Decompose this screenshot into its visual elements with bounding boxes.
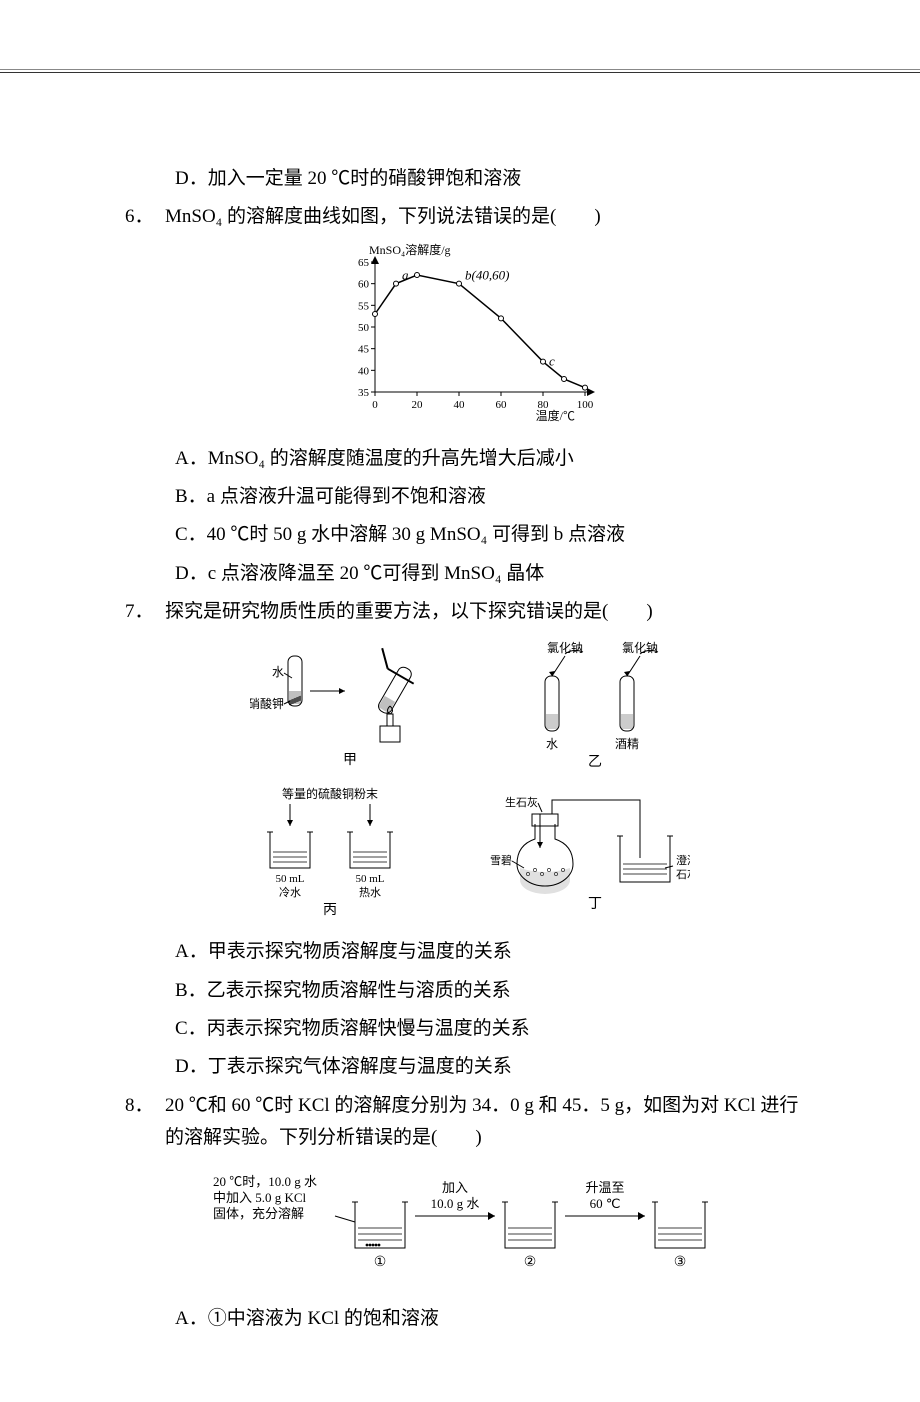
svg-text:丁: 丁 [588, 897, 602, 912]
svg-text:35: 35 [358, 387, 370, 399]
svg-text:等量的硫酸铜粉末: 等量的硫酸铜粉末 [282, 786, 378, 801]
svg-text:60 ℃: 60 ℃ [590, 1196, 621, 1211]
svg-text:③: ③ [674, 1255, 687, 1270]
svg-text:热水: 热水 [359, 886, 381, 899]
svg-text:氯化钠: 氯化钠 [547, 640, 583, 655]
svg-text:c: c [549, 353, 555, 368]
svg-text:65: 65 [358, 257, 370, 269]
q7-figure-row1: 水硝酸钾甲 氯化钠氯化钠水酒精乙 [125, 636, 805, 776]
svg-text:100: 100 [577, 399, 594, 411]
q6-option-c: C．40 ℃时 50 g 水中溶解 30 g MnSO₄ 可得到 b 点溶液 [175, 519, 805, 551]
svg-text:b(40,60): b(40,60) [465, 267, 509, 282]
svg-text:丙: 丙 [323, 903, 337, 918]
svg-text:氯化钠: 氯化钠 [622, 640, 658, 655]
svg-text:①: ① [374, 1255, 387, 1270]
svg-text:60: 60 [358, 278, 370, 290]
q7-stem-row: 7． 探究是研究物质性质的重要方法，以下探究错误的是( ) [125, 596, 805, 628]
q7-option-d: D．丁表示探究气体溶解度与温度的关系 [175, 1051, 805, 1083]
q6-number: 6． [125, 201, 165, 233]
q5-option-d: D．加入一定量 20 ℃时的硝酸钾饱和溶液 [175, 163, 805, 195]
q7-option-c: C．丙表示探究物质溶解快慢与温度的关系 [175, 1013, 805, 1045]
q8-stem: 20 ℃和 60 ℃时 KCl 的溶解度分别为 34．0 g 和 45．5 g，… [165, 1090, 805, 1155]
svg-text:20 ℃时，10.0 g 水: 20 ℃时，10.0 g 水 [213, 1174, 317, 1189]
svg-text:水: 水 [272, 665, 284, 679]
svg-text:40: 40 [358, 365, 370, 377]
svg-text:50: 50 [358, 322, 370, 334]
svg-text:45: 45 [358, 343, 370, 355]
q8-figure: 20 ℃时，10.0 g 水中加入 5.0 g KCl固体，充分溶解 ① 加入10.… [125, 1162, 805, 1293]
svg-text:50 mL: 50 mL [355, 873, 384, 885]
q6-chart: MnSO₄溶解度/g35404550556065020406080100温度/℃… [125, 242, 805, 433]
q8-option-a: A．①中溶液为 KCl 的饱和溶液 [175, 1303, 805, 1335]
svg-text:40: 40 [454, 399, 466, 411]
svg-text:雪碧: 雪碧 [490, 854, 512, 867]
svg-text:20: 20 [412, 399, 424, 411]
svg-text:10.0 g 水: 10.0 g 水 [431, 1196, 480, 1211]
q6-stem: MnSO₄ 的溶解度曲线如图，下列说法错误的是( ) [165, 201, 805, 233]
svg-text:固体，充分溶解: 固体，充分溶解 [213, 1206, 304, 1221]
svg-text:a: a [402, 267, 409, 282]
q7-figure-row2: 等量的硫酸铜粉末50 mL冷水50 mL热水丙 生石灰雪碧澄清石灰水丁 [125, 786, 805, 926]
svg-text:甲: 甲 [343, 753, 357, 768]
svg-text:0: 0 [372, 399, 378, 411]
svg-text:中加入 5.0 g KCl: 中加入 5.0 g KCl [213, 1190, 307, 1205]
q7-number: 7． [125, 596, 165, 628]
svg-text:水: 水 [546, 737, 558, 751]
svg-text:硝酸钾: 硝酸钾 [250, 696, 284, 711]
q8-stem-line1: 20 ℃和 60 ℃时 KCl 的溶解度分别为 34．0 g 和 45．5 g，… [165, 1095, 798, 1116]
q8-number: 8． [125, 1090, 165, 1155]
svg-text:温度/℃: 温度/℃ [536, 408, 575, 422]
q7-option-a: A．甲表示探究物质溶解度与温度的关系 [175, 936, 805, 968]
q7-stem: 探究是研究物质性质的重要方法，以下探究错误的是( ) [165, 596, 805, 628]
svg-text:澄清: 澄清 [676, 853, 690, 867]
q6-option-b: B．a 点溶液升温可能得到不饱和溶液 [175, 481, 805, 513]
q7-option-b: B．乙表示探究物质溶解性与溶质的关系 [175, 975, 805, 1007]
svg-text:酒精: 酒精 [615, 737, 639, 751]
svg-text:②: ② [524, 1255, 537, 1270]
svg-text:MnSO₄溶解度/g: MnSO₄溶解度/g [369, 242, 451, 257]
svg-text:60: 60 [496, 399, 508, 411]
svg-text:55: 55 [358, 300, 370, 312]
svg-text:升温至: 升温至 [585, 1180, 624, 1195]
svg-text:加入: 加入 [442, 1180, 468, 1195]
q6-stem-row: 6． MnSO₄ 的溶解度曲线如图，下列说法错误的是( ) [125, 201, 805, 233]
q8-stem-row: 8． 20 ℃和 60 ℃时 KCl 的溶解度分别为 34．0 g 和 45．5… [125, 1090, 805, 1155]
q6-option-d: D．c 点溶液降温至 20 ℃可得到 MnSO₄ 晶体 [175, 558, 805, 590]
q8-stem-line2: 的溶解实验。下列分析错误的是( ) [165, 1127, 482, 1148]
svg-text:50 mL: 50 mL [275, 873, 304, 885]
q6-option-a: A．MnSO₄ 的溶解度随温度的升高先增大后减小 [175, 443, 805, 475]
svg-text:冷水: 冷水 [279, 886, 301, 899]
svg-text:石灰水: 石灰水 [676, 867, 690, 881]
svg-text:生石灰: 生石灰 [505, 795, 538, 809]
svg-text:乙: 乙 [588, 754, 602, 770]
